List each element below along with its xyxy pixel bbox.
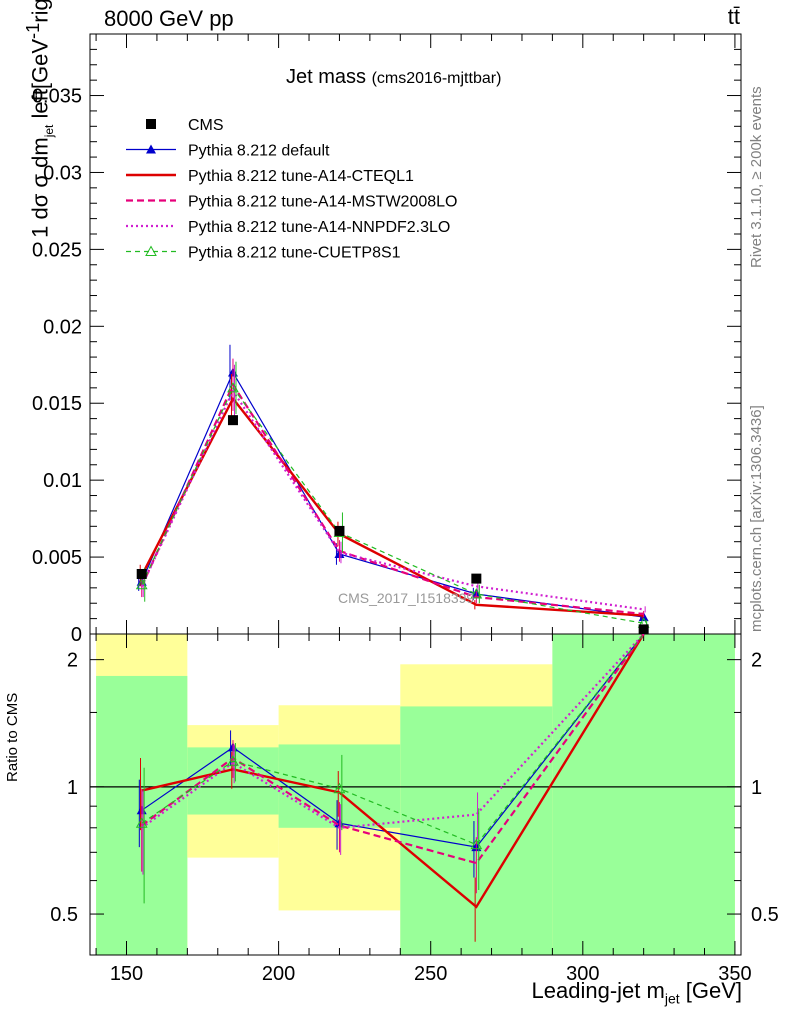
ratio-series-marker	[333, 782, 346, 794]
ratio-y-tick-label-right: 2	[751, 650, 762, 672]
main-y-tick-label: 0.005	[32, 547, 82, 569]
main-series-line-1	[140, 396, 644, 617]
x-tick-label: 200	[262, 963, 295, 985]
cms-data-point	[638, 624, 649, 635]
ratio-y-tick-label: 2	[67, 650, 78, 672]
main-series-line-2	[140, 382, 644, 616]
legend-label-5: Pythia 8.212 tune-CUETP8S1	[188, 245, 401, 262]
header-final-state-label: tt̄	[727, 4, 740, 29]
main-series-marker	[227, 381, 239, 393]
ratio-series-marker	[470, 838, 483, 850]
cms-data-point	[136, 569, 147, 579]
x-axis-label: Leading-jet mjet [GeV]	[532, 978, 742, 1006]
legend-label-1: Pythia 8.212 default	[188, 143, 330, 160]
legend-marker-5	[145, 245, 157, 256]
legend-marker-1	[146, 144, 156, 154]
x-axis-label-unit: [GeV]	[685, 978, 742, 1003]
y-axis-label-unit: left[GeV	[27, 39, 53, 119]
ratio-y-tick-label: 1	[67, 777, 78, 799]
cms-data-point	[227, 415, 238, 426]
ratio-y-tick-label-right: 1	[751, 777, 762, 799]
legend-label-3: Pythia 8.212 tune-A14-MSTW2008LO	[188, 194, 457, 211]
legend-label-0: CMS	[188, 117, 224, 134]
y-axis-label-sup: -1	[22, 22, 44, 39]
x-axis-label-text: Leading-jet m	[531, 978, 665, 1003]
legend-marker-cms	[146, 119, 156, 129]
ratio-y-tick-label: 0.5	[50, 904, 78, 926]
ratio-axis-label: Ratio to CMS	[4, 692, 21, 782]
ratio-series-marker	[227, 755, 239, 766]
main-y-tick-label: 0.015	[32, 393, 82, 415]
main-series-line-0	[141, 371, 644, 618]
chart-title-text: Jet mass	[286, 66, 367, 88]
main-y-tick-label: 0.02	[43, 316, 82, 338]
chart-title: Jet mass (cms2016-mjttbar)	[286, 66, 501, 89]
chart-subtitle: (cms2016-mjttbar)	[371, 70, 502, 87]
x-axis-label-sub: jet	[664, 990, 680, 1007]
ratio-y-tick-label-right: 0.5	[751, 904, 779, 926]
legend: CMS Pythia 8.212 default Pythia 8.212 tune…	[126, 117, 457, 262]
ratio-series-marker	[135, 817, 148, 828]
legend-label-4: Pythia 8.212 tune-A14-NNPDF2.3LO	[188, 219, 450, 236]
main-series-marker	[470, 587, 483, 599]
ratio-band-inner-3	[400, 706, 553, 955]
main-y-tick-label: 0.025	[32, 239, 82, 261]
main-series-marker	[135, 578, 148, 590]
main-series-line-4	[141, 386, 644, 624]
mcplots-credit-note: mcplots.cern.ch [arXiv:1306.3436]	[748, 405, 765, 632]
ratio-band-group	[96, 634, 735, 955]
x-tick-label: 300	[566, 963, 599, 985]
main-y-tick-label: 0	[71, 624, 82, 646]
x-tick-label: 150	[110, 963, 143, 985]
y-axis-label: 1 dσ σ dmjet left[GeV-1right]	[22, 0, 56, 238]
header-process-label: 8000 GeV pp	[104, 6, 234, 31]
x-tick-label: 250	[414, 963, 447, 985]
y-axis-label-num: 1 dσ	[27, 193, 53, 238]
x-tick-label: 350	[718, 963, 751, 985]
y-axis-label-sub: jet	[41, 124, 56, 138]
main-series-line-3	[140, 388, 644, 611]
ratio-series-group	[135, 634, 645, 942]
ratio-plot-frame	[89, 633, 742, 956]
main-y-tick-label: 0.035	[32, 86, 82, 108]
ratio-band-inner-4	[552, 634, 735, 955]
main-y-tick-label: 0.03	[43, 162, 82, 184]
legend-label-2: Pythia 8.212 tune-A14-CTEQL1	[188, 168, 414, 185]
ratio-series-line-2	[141, 634, 645, 865]
main-y-tick-label: 0.01	[43, 470, 82, 492]
ratio-series-line-3	[141, 634, 645, 829]
y-axis-label-den: σ dm	[27, 137, 53, 188]
ratio-series-line-4	[141, 634, 645, 846]
y-axis-label-unit-end: right]	[27, 0, 52, 23]
cms-data-point	[471, 573, 482, 584]
rivet-version-note: Rivet 3.1.10, ≥ 200k events	[748, 86, 765, 268]
main-series-group	[135, 344, 650, 628]
analysis-watermark: CMS_2017_I1518399	[338, 590, 475, 606]
cms-data-point	[334, 525, 345, 536]
